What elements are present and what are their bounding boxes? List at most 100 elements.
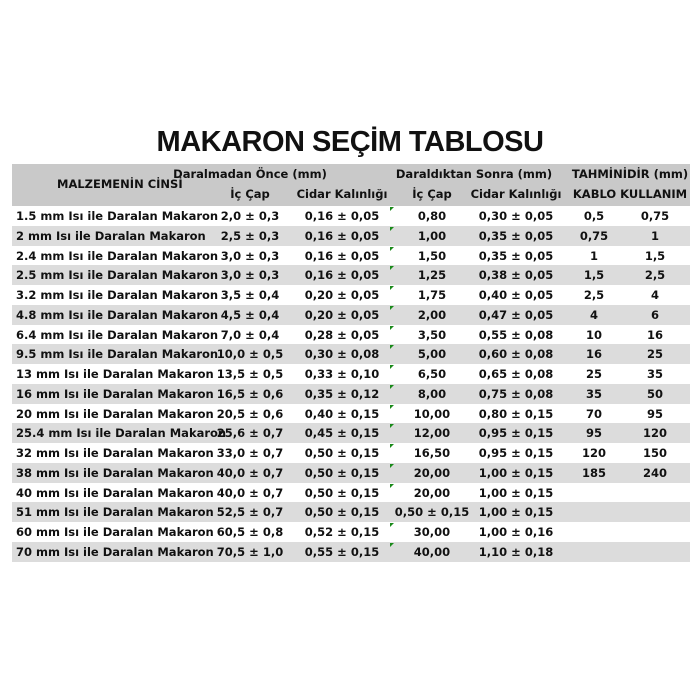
table-row: 16 mm Isı ile Daralan Makaron 16,5 ± 0,6 0… — [12, 383, 690, 404]
table-cell: 2,5 — [583, 288, 605, 302]
cell-comment-marker-icon — [390, 444, 394, 448]
table-cell: 9.5 mm Isı ile Daralan Makaron — [16, 347, 219, 362]
cell-comment-marker-icon — [390, 305, 394, 310]
table-cell: 1,50 — [417, 248, 447, 263]
table-cell: 13,5 ± 0,5 — [216, 367, 284, 381]
table-row: 25.4 mm Isı ile Daralan Makaron 25,6 ± 0,… — [12, 423, 690, 443]
cell-comment-marker-icon — [390, 345, 394, 350]
table-cell: 2,5 — [644, 268, 666, 283]
table-cell: 38 mm Isı ile Daralan Makaron — [16, 465, 214, 480]
table-cell: 0,75 — [579, 228, 609, 243]
header-wall-after: Cidar Kalınlığı — [470, 187, 562, 201]
table-cell: 70 mm Isı ile Daralan Makaron — [16, 544, 214, 559]
table-cell: 1 — [589, 248, 599, 263]
table-cell: 0,55 ± 0,08 — [478, 327, 554, 342]
table-cell: 0,16 ± 0,05 — [304, 228, 380, 243]
table-cell: 4,5 ± 0,4 — [220, 307, 280, 322]
table-cell: 0,40 ± 0,15 — [304, 406, 380, 421]
table-cell: 60,5 ± 0,8 — [216, 525, 284, 539]
cell-comment-marker-icon — [390, 266, 394, 271]
table-cell: 240 — [642, 465, 668, 480]
table-cell: 60 mm Isı ile Daralan Makaron — [16, 525, 214, 539]
table-cell: 5,00 — [417, 347, 447, 362]
table-cell: 0,16 ± 0,05 — [304, 268, 380, 283]
table-cell: 25 — [646, 347, 664, 362]
table-cell: 8,00 — [417, 386, 447, 401]
table-cell: 4 — [589, 307, 599, 322]
table-cell: 1.5 mm Isı ile Daralan Makaron — [16, 209, 219, 223]
table-cell: 2,5 ± 0,3 — [220, 228, 280, 243]
table-row: 2.5 mm Isı ile Daralan Makaron 3,0 ± 0,3 0… — [12, 265, 690, 285]
table-cell: 1,00 — [417, 228, 447, 243]
table-cell: 25 — [585, 367, 603, 381]
table-cell: 120 — [642, 426, 668, 441]
table-cell: 0,75 — [640, 209, 670, 223]
table-cell: 2 mm Isı ile Daralan Makaron — [16, 228, 206, 243]
table-cell: 4 — [650, 288, 660, 302]
table-cell: 10 — [585, 327, 603, 342]
table-cell: 1,00 ± 0,16 — [478, 525, 554, 539]
header-estimate: TAHMİNİDİR (mm) — [571, 167, 689, 181]
table-cell: 70 — [585, 406, 603, 421]
table-cell: 10,0 ± 0,5 — [216, 347, 284, 362]
table-cell: 2,00 — [417, 307, 447, 322]
cell-comment-marker-icon — [390, 424, 394, 429]
table-row: 60 mm Isı ile Daralan Makaron 60,5 ± 0,8 0… — [12, 522, 690, 542]
table-cell: 0,45 ± 0,15 — [304, 426, 380, 441]
table-cell: 0,38 ± 0,05 — [478, 268, 554, 283]
table-cell: 0,65 ± 0,08 — [478, 367, 554, 381]
table-cell: 0,95 ± 0,15 — [478, 446, 554, 460]
table-cell: 13 mm Isı ile Daralan Makaron — [16, 367, 214, 381]
table-cell: 20,00 — [413, 465, 451, 480]
cell-comment-marker-icon — [390, 325, 394, 330]
table-cell: 35 — [585, 386, 603, 401]
table-row: 13 mm Isı ile Daralan Makaron 13,5 ± 0,5 0… — [12, 364, 690, 384]
table-cell: 30,00 — [413, 525, 451, 539]
table-cell: 16 — [646, 327, 664, 342]
table-header: MALZEMENİN CİNSİ Daralmadan Önce (mm) Da… — [12, 164, 690, 206]
table-cell: 0,35 ± 0,05 — [478, 248, 554, 263]
table-cell: 33,0 ± 0,7 — [216, 446, 284, 460]
table-cell: 51 mm Isı ile Daralan Makaron — [16, 505, 214, 520]
header-inner-diameter-before: İç Çap — [230, 187, 270, 201]
table-cell: 1,00 ± 0,15 — [478, 465, 554, 480]
table-cell: 0,50 ± 0,15 — [394, 505, 470, 520]
table-cell: 7,0 ± 0,4 — [220, 327, 280, 342]
table-cell: 10,00 — [413, 406, 451, 421]
table-cell: 0,5 — [583, 209, 605, 223]
table-cell: 0,16 ± 0,05 — [304, 209, 380, 223]
table-cell: 2.4 mm Isı ile Daralan Makaron — [16, 248, 219, 263]
table-cell: 16,50 — [413, 446, 451, 460]
table-cell: 0,30 ± 0,08 — [304, 347, 380, 362]
table-cell: 1,00 ± 0,15 — [478, 505, 554, 520]
table-row: 38 mm Isı ile Daralan Makaron 40,0 ± 0,7 0… — [12, 462, 690, 483]
table-cell: 25.4 mm Isı ile Daralan Makaron — [16, 426, 227, 441]
header-after: Daraldıktan Sonra (mm) — [395, 167, 553, 181]
cell-comment-marker-icon — [390, 523, 394, 527]
header-material: MALZEMENİN CİNSİ — [57, 177, 183, 191]
table-cell: 1,25 — [417, 268, 447, 283]
table-cell: 6 — [650, 307, 660, 322]
cell-comment-marker-icon — [390, 226, 394, 231]
table-cell: 6.4 mm Isı ile Daralan Makaron — [16, 327, 219, 342]
table-cell: 0,95 ± 0,15 — [478, 426, 554, 441]
table-cell: 12,00 — [413, 426, 451, 441]
table-cell: 40,0 ± 0,7 — [216, 485, 284, 500]
table-cell: 3,5 ± 0,4 — [220, 288, 280, 302]
cell-comment-marker-icon — [390, 404, 394, 409]
table-cell: 120 — [581, 446, 607, 460]
table-cell: 0,47 ± 0,05 — [478, 307, 554, 322]
table-cell: 16,5 ± 0,6 — [216, 386, 284, 401]
table-cell: 3,50 — [417, 327, 447, 342]
table-row: 20 mm Isı ile Daralan Makaron 20,5 ± 0,6 0… — [12, 404, 690, 424]
cell-comment-marker-icon — [390, 384, 394, 389]
table-cell: 150 — [642, 446, 668, 460]
table-cell: 0,50 ± 0,15 — [304, 465, 380, 480]
table-cell: 3,0 ± 0,3 — [220, 268, 280, 283]
table-cell: 70,5 ± 1,0 — [216, 544, 284, 559]
table-cell: 185 — [581, 465, 607, 480]
table-row: 32 mm Isı ile Daralan Makaron 33,0 ± 0,7 0… — [12, 443, 690, 463]
table-cell: 0,52 ± 0,15 — [304, 525, 380, 539]
table-cell: 95 — [585, 426, 603, 441]
table-cell: 20,5 ± 0,6 — [216, 406, 284, 421]
